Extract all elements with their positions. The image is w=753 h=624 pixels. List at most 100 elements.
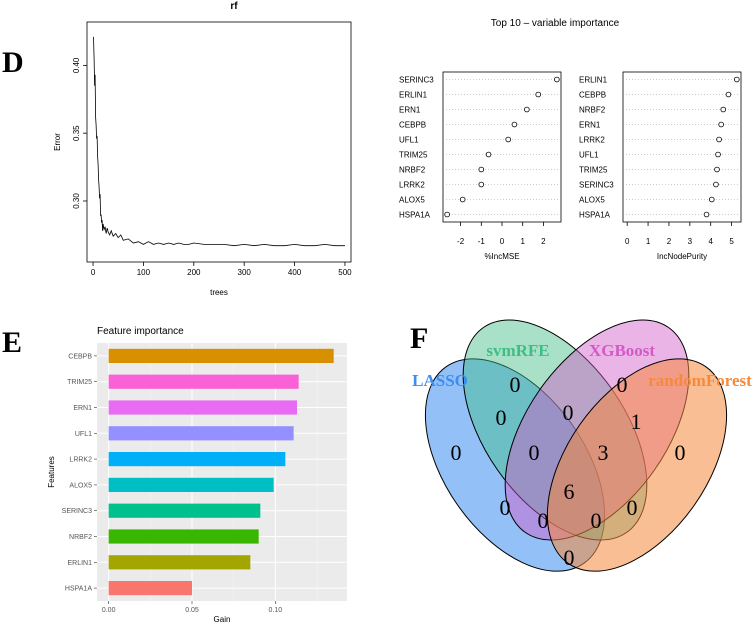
xgb-xtick-label: 0.10 bbox=[269, 607, 283, 614]
incnodepurity-category-label: LRRK2 bbox=[579, 136, 605, 145]
incnodepurity-point bbox=[718, 121, 724, 128]
incnodepurity-xtick-label: 3 bbox=[688, 237, 693, 246]
incnodepurity-point bbox=[713, 181, 719, 188]
incnodepurity-category-label: ALOX5 bbox=[579, 196, 605, 205]
incmse-point bbox=[535, 91, 542, 98]
venn-count-rf-only: 0 bbox=[675, 440, 686, 465]
incmse-chart: SERINC3 ERLIN1 ERN1 CEBPB UFL1 TRIM25 NRBF2 LRR… bbox=[399, 71, 562, 261]
incmse-xtick-label: 2 bbox=[541, 237, 546, 246]
incmse-category-label: CEBPB bbox=[399, 121, 426, 130]
incmse-point bbox=[554, 76, 560, 83]
varimp-title: Top 10 – variable importance bbox=[491, 18, 620, 29]
venn-label-svmrfe: svmRFE bbox=[486, 341, 549, 360]
incmse-category-label: SERINC3 bbox=[399, 76, 434, 85]
venn-count-svm-xgb-rf: 3 bbox=[598, 440, 609, 465]
incnodepurity-category-label: UFL1 bbox=[579, 151, 599, 160]
xgb-bar bbox=[108, 400, 298, 415]
venn-diagram: LASSO svmRFE XGBoost randomForest 0 0 0 … bbox=[412, 319, 752, 572]
xgb-bar bbox=[108, 348, 334, 363]
xgb-category-label: HSPA1A bbox=[65, 586, 92, 593]
xgb-category-label: UFL1 bbox=[75, 431, 92, 438]
rf-plot-frame bbox=[86, 21, 352, 263]
xgb-bar bbox=[108, 581, 192, 596]
xgb-category-label: NRBF2 bbox=[69, 534, 92, 541]
incmse-category-label: ERN1 bbox=[399, 106, 421, 115]
incnodepurity-category-label: CEBPB bbox=[579, 91, 606, 100]
panel-label-f: F bbox=[410, 322, 428, 355]
incmse-category-label: ALOX5 bbox=[399, 196, 425, 205]
incmse-category-label: HSPA1A bbox=[399, 211, 431, 220]
incnodepurity-chart: ERLIN1 CEBPB NRBF2 ERN1 LRRK2 UFL1 TRIM25 SERIN… bbox=[579, 71, 742, 261]
xgb-bar bbox=[108, 374, 299, 389]
rf-xtick-label: 0 bbox=[91, 268, 96, 277]
incmse-xtick-label: -1 bbox=[478, 237, 486, 246]
incnodepurity-xtick-label: 4 bbox=[708, 237, 713, 246]
incmse-point bbox=[444, 211, 450, 218]
xgb-category-label: LRRK2 bbox=[69, 457, 92, 464]
incnodepurity-xtick-label: 2 bbox=[667, 237, 672, 246]
incnodepurity-point bbox=[708, 196, 715, 203]
venn-count-all-four: 6 bbox=[564, 479, 575, 504]
venn-count-lasso-only: 0 bbox=[451, 440, 462, 465]
rf-xlabel: trees bbox=[210, 288, 228, 297]
venn-count-lasso-rf: 0 bbox=[564, 545, 575, 570]
venn-set-randomforest bbox=[546, 358, 728, 572]
incnodepurity-category-label: NRBF2 bbox=[579, 106, 606, 115]
incmse-point bbox=[478, 181, 485, 188]
incmse-xtick-label: 1 bbox=[520, 237, 525, 246]
xgb-bar bbox=[108, 529, 259, 544]
incnodepurity-point bbox=[703, 211, 710, 218]
xgb-category-label: ALOX5 bbox=[69, 482, 92, 489]
xgb-category-label: CEBPB bbox=[68, 353, 92, 360]
incnodepurity-xtick-label: 0 bbox=[625, 237, 630, 246]
xgb-xtick-label: 0.00 bbox=[102, 607, 116, 614]
rf-error-line bbox=[93, 36, 345, 247]
panel-label-e: E bbox=[2, 326, 22, 359]
incmse-xlabel: %IncMSE bbox=[484, 252, 519, 261]
rf-xtick-label: 100 bbox=[137, 268, 151, 277]
incnodepurity-plot-frame bbox=[622, 71, 742, 223]
xgb-xtick-label: 0.05 bbox=[185, 607, 199, 614]
incmse-category-label: ERLIN1 bbox=[399, 91, 428, 100]
xgb-xlabel: Gain bbox=[214, 615, 231, 624]
venn-count-lasso-xgb: 0 bbox=[500, 495, 511, 520]
venn-count-svm-xgb: 0 bbox=[563, 400, 574, 425]
venn-label-xgboost: XGBoost bbox=[589, 341, 655, 360]
venn-count-lasso-svm-rf: 0 bbox=[538, 508, 549, 533]
venn-label-lasso: LASSO bbox=[412, 371, 468, 390]
incnodepurity-xtick-label: 1 bbox=[646, 237, 651, 246]
venn-count-lasso-xgb-rf: 0 bbox=[591, 508, 602, 533]
rf-ylabel: Error bbox=[53, 133, 62, 151]
rf-xtick-label: 300 bbox=[238, 268, 252, 277]
venn-count-xgb-only: 0 bbox=[617, 372, 628, 397]
venn-count-lasso-svm: 0 bbox=[496, 405, 507, 430]
venn-count-lasso-svm-xgb: 0 bbox=[529, 440, 540, 465]
incnodepurity-point bbox=[725, 91, 732, 98]
incnodepurity-category-label: HSPA1A bbox=[579, 211, 611, 220]
xgb-bar bbox=[108, 452, 286, 467]
incnodepurity-point bbox=[720, 106, 727, 113]
xgb-bar bbox=[108, 555, 251, 570]
incnodepurity-point bbox=[715, 151, 721, 158]
rf-title: rf bbox=[230, 1, 238, 12]
xgb-title: Feature importance bbox=[97, 326, 184, 337]
xgb-ylabel: Features bbox=[47, 456, 56, 488]
incmse-category-label: NRBF2 bbox=[399, 166, 426, 175]
incmse-category-label: TRIM25 bbox=[399, 151, 428, 160]
incnodepurity-point bbox=[734, 76, 740, 83]
venn-label-randomforest: randomForest bbox=[648, 371, 752, 390]
rf-error-chart: rf 0 100 200 300 400 500 0.30 0.35 0.40 trees E… bbox=[53, 1, 352, 297]
xgb-bar bbox=[108, 426, 294, 441]
rf-ytick-label: 0.40 bbox=[72, 57, 81, 73]
incmse-category-label: LRRK2 bbox=[399, 181, 425, 190]
incnodepurity-category-label: ERN1 bbox=[579, 121, 601, 130]
xgb-bar bbox=[108, 477, 274, 492]
panel-label-d: D bbox=[2, 46, 24, 79]
incnodepurity-point bbox=[714, 166, 720, 173]
rf-xtick-label: 500 bbox=[338, 268, 352, 277]
venn-count-svm-only: 0 bbox=[510, 372, 521, 397]
incnodepurity-category-label: ERLIN1 bbox=[579, 76, 608, 85]
incmse-xtick-label: -2 bbox=[457, 237, 465, 246]
xgb-category-label: ERLIN1 bbox=[67, 560, 92, 567]
